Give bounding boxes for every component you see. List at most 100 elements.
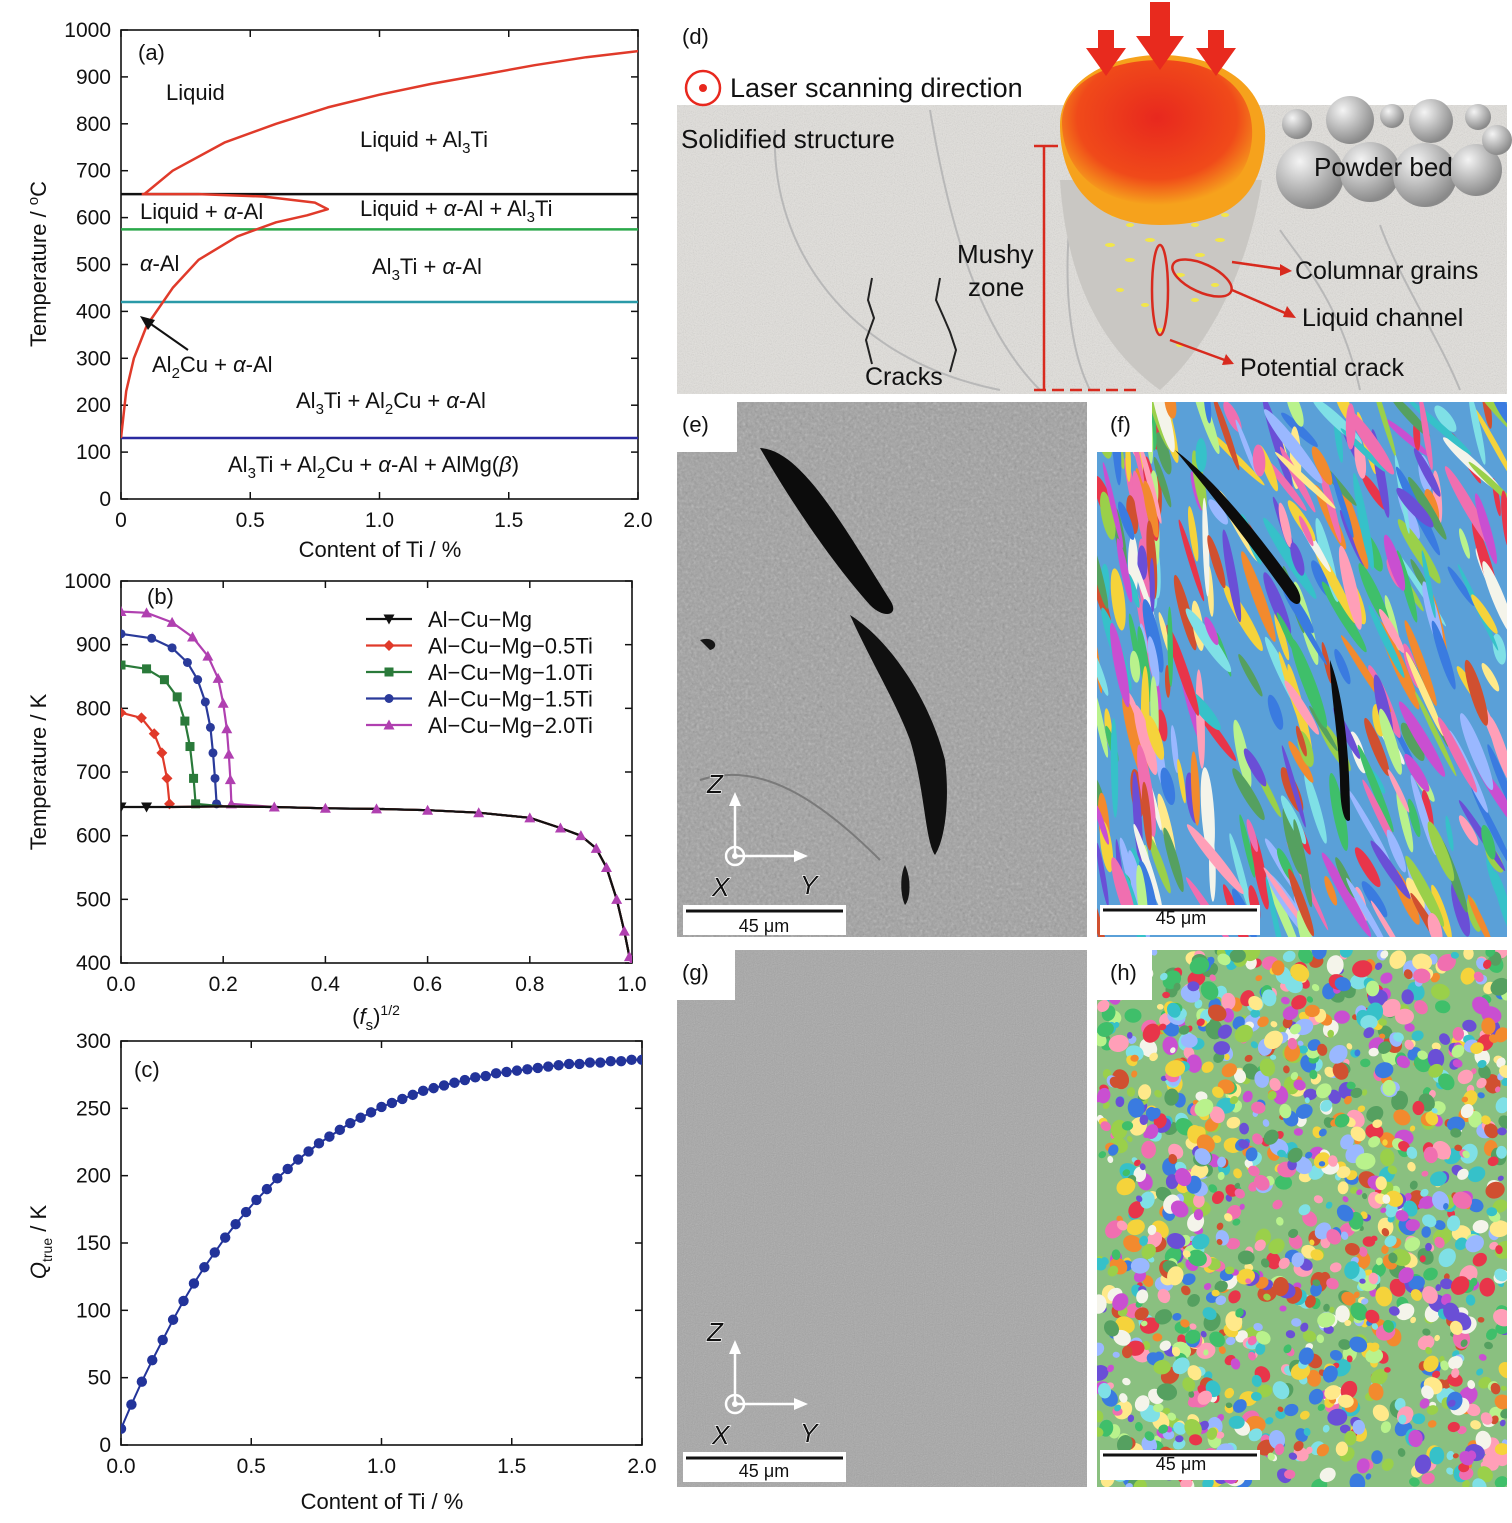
grain	[1196, 1018, 1205, 1027]
grain	[1302, 1211, 1318, 1227]
grain	[1450, 951, 1459, 959]
series-line	[121, 711, 632, 963]
columnar-grains-label: Columnar grains	[1295, 257, 1478, 285]
grain	[1203, 402, 1212, 424]
grain	[1250, 1009, 1261, 1018]
grain	[1241, 551, 1276, 642]
grain	[1487, 744, 1507, 817]
grain	[1251, 1391, 1262, 1402]
grain	[1417, 1050, 1428, 1060]
grain	[1474, 493, 1498, 565]
grain	[1443, 1302, 1460, 1322]
data-point	[355, 1112, 366, 1123]
grain	[1332, 1062, 1349, 1080]
data-point	[595, 1057, 606, 1068]
grain	[1460, 1339, 1468, 1347]
panel-e-sem-micrograph: (e) Z X Y 45 μm	[677, 402, 1087, 937]
grain	[1339, 950, 1353, 958]
grain	[1293, 1440, 1304, 1452]
grain	[1438, 1073, 1455, 1091]
grain	[1497, 1127, 1507, 1136]
grain	[1283, 1344, 1292, 1354]
grain	[1139, 1163, 1146, 1171]
grain	[1193, 1193, 1205, 1208]
y-tick-label: 900	[76, 66, 111, 89]
grain	[1124, 1008, 1142, 1023]
grain	[1410, 1289, 1422, 1301]
grain	[1404, 1039, 1414, 1050]
label-liquid-alpha-al3ti: Liquid + α-Al + Al3Ti	[360, 196, 553, 226]
grain	[1482, 1453, 1500, 1471]
grain	[1130, 1054, 1139, 1062]
legend-label: Al−Cu−Mg−0.5Ti	[428, 634, 593, 659]
grain	[1350, 1087, 1363, 1099]
grain	[1370, 900, 1407, 937]
grain	[1170, 1200, 1189, 1218]
data-point	[141, 607, 153, 618]
grain	[1461, 1096, 1469, 1103]
grain	[1265, 876, 1287, 937]
grain	[1290, 638, 1328, 728]
grain	[1256, 1331, 1271, 1345]
grain	[1162, 991, 1170, 999]
grain	[1387, 1165, 1398, 1175]
grain	[1446, 1450, 1455, 1461]
data-point	[522, 1064, 533, 1075]
grain	[1184, 1329, 1201, 1344]
grain	[1475, 1430, 1492, 1450]
mushy-label-1: Mushy	[957, 239, 1034, 269]
grain	[1177, 758, 1186, 804]
grain	[1188, 1390, 1195, 1398]
crack-void	[760, 448, 894, 615]
grain	[1311, 446, 1333, 485]
data-point	[251, 1194, 262, 1206]
grain	[1306, 1369, 1322, 1387]
grain	[1134, 1422, 1143, 1432]
grain	[1109, 1076, 1121, 1088]
data-point	[205, 722, 215, 732]
grain	[1370, 1368, 1388, 1386]
grain	[1130, 1257, 1150, 1274]
legend-label: Al−Cu−Mg−2.0Ti	[428, 713, 593, 738]
grain	[1427, 1048, 1445, 1069]
grain	[1500, 1385, 1507, 1391]
grain	[1493, 870, 1507, 935]
grain	[1287, 1147, 1303, 1163]
grain	[1431, 884, 1452, 937]
grain	[1498, 1362, 1507, 1379]
grain	[1097, 1294, 1107, 1314]
grain	[1194, 999, 1203, 1009]
grain	[1457, 1069, 1474, 1085]
grain	[1113, 1021, 1120, 1029]
scale-bar-label: 45 μm	[1156, 908, 1206, 928]
data-point	[142, 664, 152, 674]
grain	[1182, 1250, 1191, 1258]
grain	[1134, 1395, 1150, 1412]
grain	[1476, 1077, 1487, 1089]
grain	[1356, 1458, 1370, 1474]
grain	[1341, 1291, 1356, 1306]
grain	[1269, 1077, 1281, 1091]
melt-pool	[1062, 60, 1253, 205]
grain	[1349, 1336, 1368, 1353]
grain	[1330, 1349, 1343, 1361]
grain	[1167, 1412, 1177, 1421]
legend-label: Al−Cu−Mg−1.0Ti	[428, 660, 593, 685]
grain	[1361, 1193, 1368, 1200]
grain	[1217, 1024, 1232, 1039]
grain	[1408, 1275, 1425, 1290]
y-tick-label: 500	[76, 888, 111, 911]
grain	[1184, 1418, 1202, 1438]
grain	[1302, 1330, 1317, 1343]
label-four-phase: Al3Ti + Al2Cu + α-Al + AlMg(β)	[228, 452, 519, 482]
grain	[1374, 962, 1383, 971]
panel-b-curves	[121, 606, 632, 963]
grain-boundary	[773, 129, 1001, 391]
grain	[1266, 460, 1307, 512]
data-point	[501, 1066, 512, 1078]
grain	[1404, 1192, 1412, 1202]
grain	[1209, 1331, 1225, 1348]
data-point	[575, 830, 587, 841]
grain	[1423, 1267, 1438, 1281]
data-point	[121, 1423, 127, 1435]
